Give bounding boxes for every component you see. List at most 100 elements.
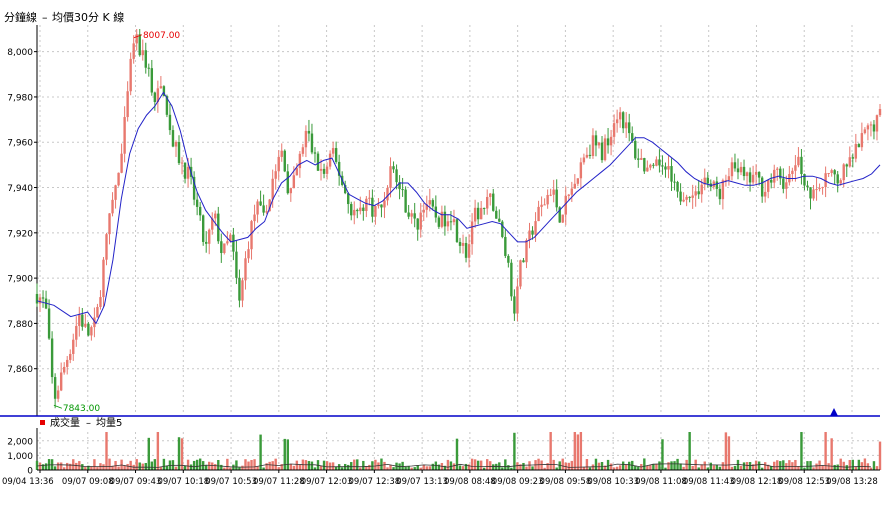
volume-bar <box>733 465 737 470</box>
volume-bar <box>482 467 486 470</box>
candle-body <box>377 204 380 207</box>
volume-bar <box>688 432 691 470</box>
candle-body <box>637 158 640 160</box>
volume-bar <box>739 465 743 470</box>
volume-bar <box>467 464 471 470</box>
volume-bar <box>232 464 235 470</box>
volume-bar <box>334 466 338 470</box>
candle-body <box>872 124 876 132</box>
candle-body <box>286 171 289 194</box>
candle-body <box>401 189 404 191</box>
candle-body <box>682 199 685 202</box>
candle-body <box>661 165 664 167</box>
volume-bar <box>573 432 577 470</box>
candle-body <box>422 209 425 213</box>
candle-body <box>241 280 244 301</box>
volume-bar <box>102 464 105 470</box>
volume-bar <box>377 462 380 470</box>
volume-bar <box>410 467 413 470</box>
volume-bar <box>479 460 483 470</box>
candle-body <box>223 243 226 254</box>
volume-bar <box>425 466 428 470</box>
x-tick-label: 09/07 09:43 <box>110 477 162 487</box>
volume-bar <box>745 462 749 470</box>
volume-bar <box>525 466 528 470</box>
candle-body <box>452 219 456 223</box>
volume-bar <box>673 461 676 470</box>
volume-bar <box>283 438 286 470</box>
candle-body <box>573 183 577 189</box>
volume-bar <box>192 460 196 470</box>
volume-bar <box>504 459 507 470</box>
volume-bar <box>516 462 519 470</box>
y-tick-label: 7,960 <box>7 139 33 149</box>
volume-tick-label: 2,000 <box>7 437 33 447</box>
candle-body <box>528 230 531 241</box>
candle-body <box>618 112 622 120</box>
y-tick-label: 7,940 <box>7 184 33 194</box>
candle-body <box>428 200 431 205</box>
candle-body <box>467 244 471 258</box>
candle-body <box>413 213 416 219</box>
candle-body <box>842 164 845 181</box>
candle-body <box>108 213 111 235</box>
volume-bar <box>685 459 688 470</box>
volume-bar <box>220 464 223 470</box>
candle-body <box>715 181 719 189</box>
volume-bar <box>177 437 181 470</box>
candle-body <box>697 191 700 195</box>
volume-bar <box>307 461 311 470</box>
candle-body <box>205 241 208 244</box>
volume-bar <box>238 467 241 470</box>
volume-bar <box>129 460 132 470</box>
volume-bar <box>84 467 87 470</box>
volume-bar <box>658 461 661 470</box>
volume-bar <box>59 462 63 470</box>
candle-body <box>84 323 87 327</box>
candle-body <box>359 207 362 212</box>
candle-body <box>688 196 691 198</box>
candle-body <box>168 114 172 131</box>
candle-body <box>803 174 806 186</box>
candle-body <box>123 117 126 154</box>
candle-body <box>597 142 601 146</box>
volume-bar <box>322 460 326 470</box>
volume-bar <box>815 463 818 470</box>
candle-body <box>156 88 160 102</box>
candle-body <box>558 207 561 223</box>
moving-average-30-line <box>36 91 881 325</box>
volume-bar <box>724 432 728 470</box>
volume-bar <box>570 460 574 470</box>
candle-body <box>739 166 743 173</box>
volume-bar <box>594 458 598 470</box>
price-axis: 8,000 7,980 7,960 7,940 7,920 7,900 7,880 7,860 <box>7 25 38 416</box>
volume-bar <box>679 463 682 470</box>
candle-body <box>289 188 293 194</box>
candle-body <box>262 205 265 213</box>
candle-body <box>322 168 326 174</box>
candle-body <box>546 194 549 205</box>
candle-body <box>736 168 740 173</box>
x-tick-label: 09/08 11:43 <box>683 477 735 487</box>
candle-body <box>102 259 105 298</box>
candle-body <box>208 229 211 244</box>
volume-bar <box>776 460 779 470</box>
volume-bar <box>637 466 640 470</box>
candle-body <box>183 162 187 179</box>
volume-bar <box>546 463 549 470</box>
candle-body <box>180 162 184 164</box>
candle-body <box>334 148 338 162</box>
grid <box>37 25 880 414</box>
x-tick-label: 09/08 09:23 <box>492 477 544 487</box>
candle-body <box>479 207 483 220</box>
volume-bar <box>247 461 250 470</box>
volume-bar <box>649 465 652 470</box>
candle-body <box>498 218 501 222</box>
volume-bar <box>579 432 583 470</box>
candle-body <box>830 170 833 173</box>
volume-bar <box>624 464 628 470</box>
candle-body <box>192 176 196 200</box>
candle-body <box>268 199 271 212</box>
candle-body <box>395 169 398 183</box>
